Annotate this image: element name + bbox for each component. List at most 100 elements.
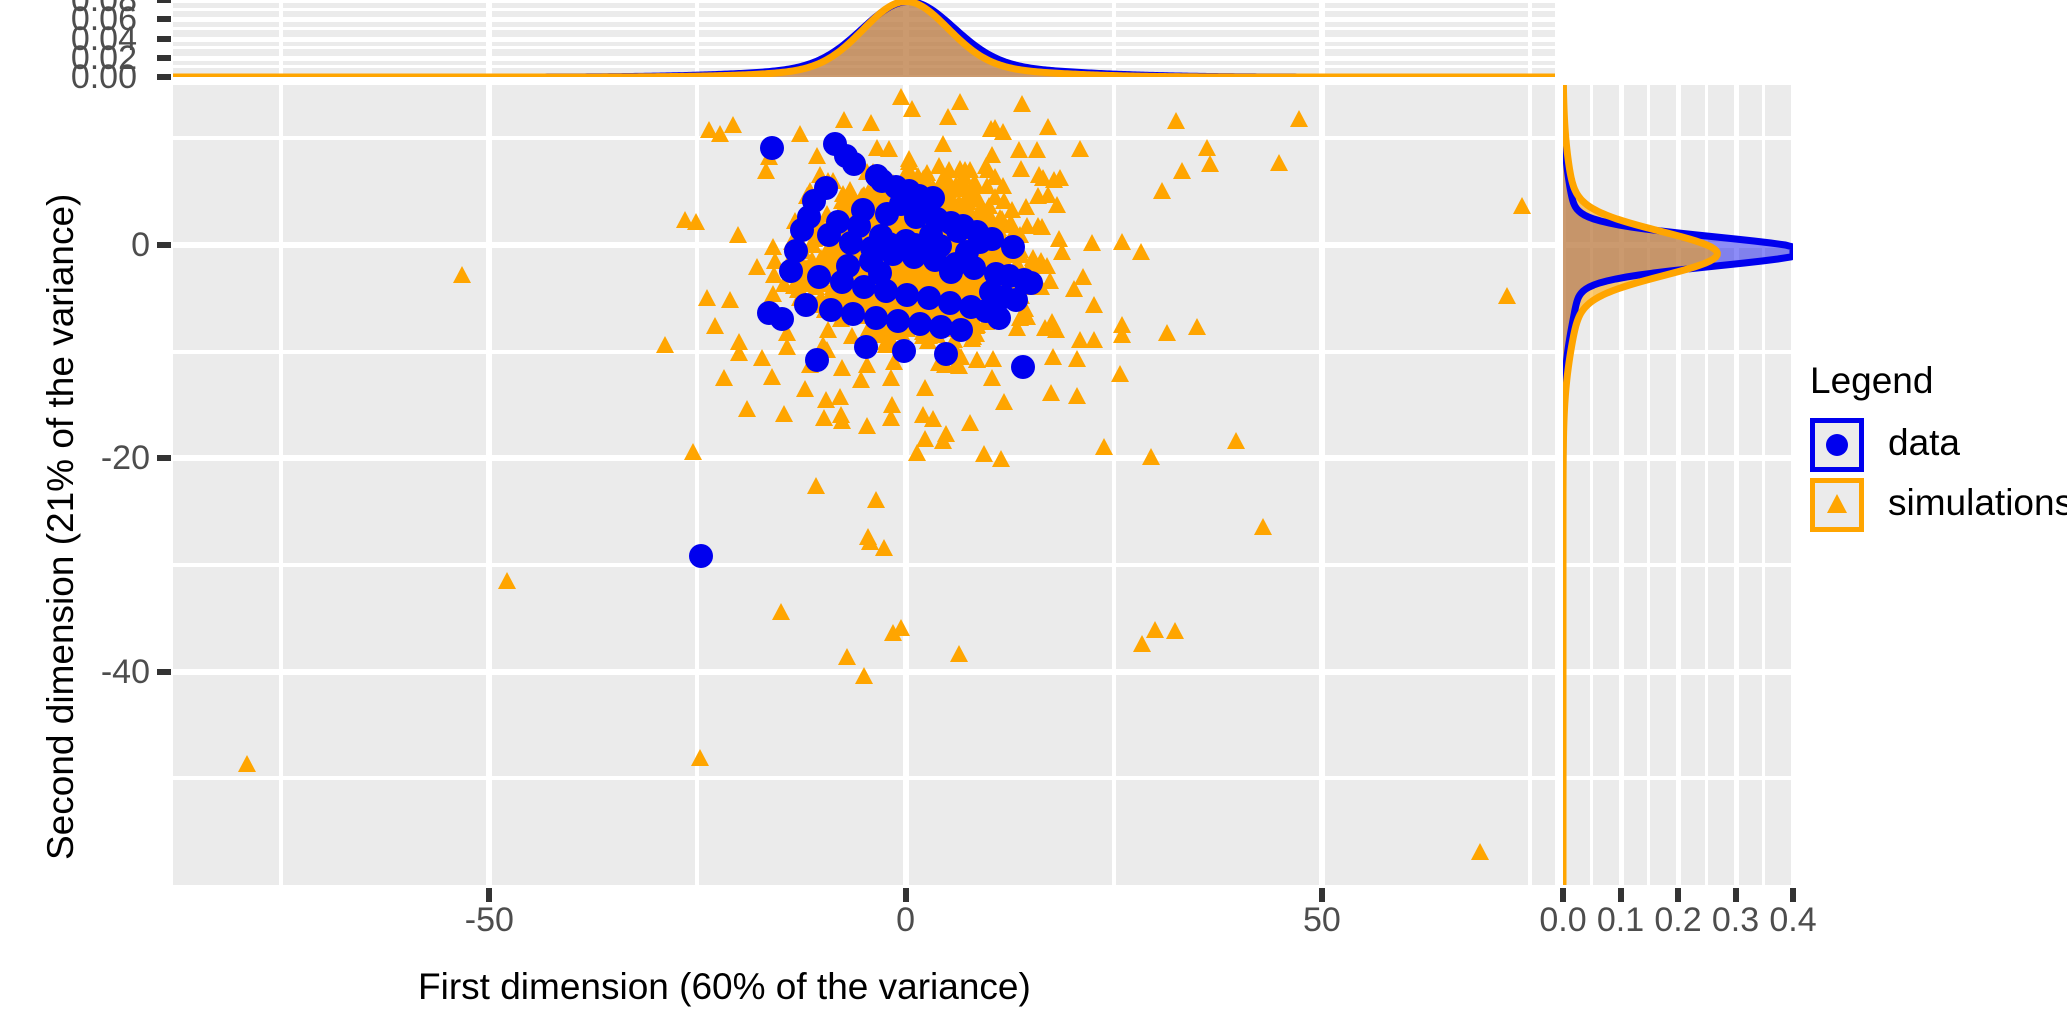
- simulation-point: [833, 359, 852, 377]
- simulation-point: [858, 527, 877, 545]
- tick-mark: [157, 0, 171, 3]
- gridline: [173, 776, 1555, 781]
- legend-title: Legend: [1810, 360, 1934, 401]
- tick-label: 0: [131, 226, 150, 264]
- data-point: [916, 286, 941, 311]
- tick-label: 0.06: [70, 0, 137, 39]
- simulation-point: [1070, 139, 1089, 157]
- tick-mark: [486, 888, 493, 902]
- data-point: [1004, 288, 1029, 313]
- simulation-point: [1044, 348, 1063, 366]
- density-path: [173, 1, 1555, 77]
- simulation-point: [814, 408, 833, 426]
- tick-mark: [157, 54, 171, 61]
- tick-mark: [157, 74, 171, 80]
- tick-label: 0.0: [1539, 901, 1587, 939]
- gridline: [1733, 85, 1739, 885]
- simulation-point: [498, 572, 517, 589]
- simulation-point: [923, 409, 942, 427]
- circle-marker-icon: [1826, 434, 1848, 456]
- simulation-point: [675, 210, 694, 228]
- simulation-point: [1009, 141, 1028, 159]
- data-point: [946, 219, 971, 244]
- simulation-point: [1041, 383, 1060, 401]
- simulation-point: [1052, 243, 1071, 261]
- legend-key-simulations[interactable]: [1810, 478, 1864, 532]
- tick-label: -40: [100, 652, 150, 691]
- simulation-point: [752, 349, 771, 367]
- data-point: [847, 213, 871, 238]
- data-point: [886, 308, 911, 333]
- tick-mark: [1617, 888, 1624, 902]
- simulation-point: [1070, 330, 1089, 348]
- simulation-point: [762, 367, 781, 385]
- data-point: [864, 305, 889, 330]
- simulation-point: [1113, 325, 1132, 343]
- simulation-point: [1201, 155, 1220, 173]
- simulation-point: [1172, 161, 1191, 179]
- gridline: [173, 455, 1555, 462]
- data-point: [867, 260, 892, 285]
- simulation-point: [877, 332, 896, 350]
- simulation-point: [835, 111, 854, 129]
- simulation-point: [1498, 287, 1517, 305]
- x-axis-title: First dimension (60% of the variance): [418, 966, 1031, 1007]
- simulation-point: [882, 395, 901, 413]
- simulation-point: [861, 114, 880, 132]
- gridline: [1676, 85, 1681, 885]
- data-point: [842, 151, 866, 176]
- tick-mark: [157, 242, 171, 248]
- tick-mark: [1675, 888, 1681, 902]
- simulation-point: [1141, 447, 1160, 465]
- simulation-point: [1227, 431, 1246, 449]
- simulation-point: [706, 316, 725, 334]
- simulation-point: [1012, 159, 1031, 177]
- simulation-point: [882, 368, 900, 386]
- simulation-point: [698, 289, 717, 307]
- simulation-point: [729, 332, 748, 350]
- gridline: [173, 17, 1555, 23]
- data-point: [1001, 235, 1026, 260]
- simulation-point: [1032, 217, 1051, 235]
- legend-key-data[interactable]: [1810, 418, 1864, 472]
- simulation-point: [994, 177, 1013, 195]
- simulation-point: [790, 124, 809, 142]
- simulation-point: [1068, 386, 1087, 404]
- tick-mark: [157, 16, 171, 23]
- density-path: [1563, 85, 1793, 885]
- simulation-point: [975, 445, 994, 463]
- simulation-point: [771, 603, 790, 621]
- simulation-point: [1064, 280, 1083, 297]
- simulation-point: [699, 121, 718, 139]
- simulation-point: [942, 193, 961, 211]
- simulation-point: [683, 442, 702, 460]
- simulation-point: [939, 107, 958, 125]
- simulation-point: [1253, 517, 1272, 535]
- simulation-point: [819, 249, 838, 267]
- simulation-point: [1040, 271, 1059, 289]
- simulation-point: [1290, 109, 1309, 127]
- simulation-point: [891, 618, 910, 636]
- tick-label: 0.4: [1769, 901, 1817, 939]
- gridline: [1704, 85, 1708, 885]
- simulation-point: [452, 266, 471, 284]
- gridline: [173, 136, 1555, 141]
- simulation-point: [1133, 634, 1152, 652]
- simulation-point: [763, 237, 782, 255]
- gridline: [173, 563, 1555, 567]
- simulation-point: [808, 146, 827, 164]
- gridline: [1647, 85, 1651, 885]
- simulation-point: [817, 391, 836, 409]
- gridline: [902, 85, 909, 885]
- simulation-point: [1145, 620, 1164, 638]
- simulation-point: [1031, 252, 1050, 270]
- data-point: [760, 135, 785, 160]
- gridline: [1762, 85, 1766, 885]
- gridline: [1618, 85, 1624, 885]
- tick-label: -50: [464, 901, 514, 939]
- data-point: [793, 292, 818, 317]
- tick-mark: [902, 888, 909, 902]
- gridline: [1791, 85, 1793, 885]
- gridline: [1111, 85, 1116, 885]
- tick-mark: [1732, 888, 1739, 902]
